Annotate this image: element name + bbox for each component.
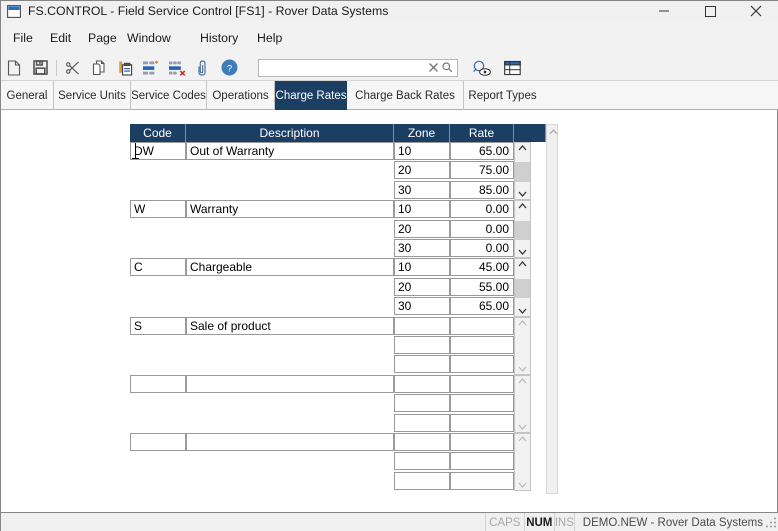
svg-text:?: ? [226, 63, 231, 74]
